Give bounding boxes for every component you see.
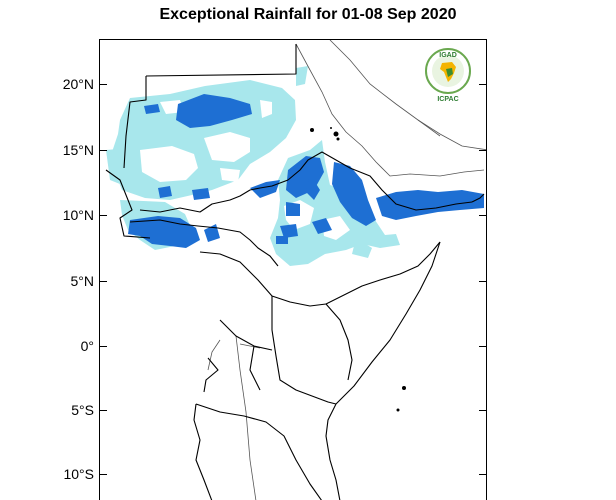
coastlines (207, 40, 486, 500)
lat-tick-5n (99, 281, 107, 282)
lat-tick-0 (99, 346, 107, 347)
map-title: Exceptional Rainfall for 01-08 Sep 2020 (159, 6, 457, 23)
lat-tick-10n-right (479, 215, 487, 216)
africa-map-icon (432, 55, 464, 87)
igad-logo: IGAD ICPAC (424, 48, 472, 103)
lat-tick-20n-right (479, 84, 487, 85)
lat-label-15n: 15°N (62, 142, 94, 158)
exceptional-rainfall-dark (128, 94, 484, 248)
map-frame (99, 39, 487, 500)
lat-label-5s: 5°S (71, 402, 94, 418)
icpac-label: ICPAC (437, 96, 459, 103)
map-canvas (105, 40, 486, 500)
lat-tick-5s-right (479, 410, 487, 411)
lat-tick-5n-right (479, 281, 487, 282)
lat-tick-20n (99, 84, 107, 85)
islands (310, 127, 406, 412)
lat-label-10n: 10°N (62, 207, 94, 223)
lat-tick-15n-right (479, 150, 487, 151)
lat-label-10s: 10°S (63, 466, 94, 482)
lat-tick-5s (99, 410, 107, 411)
lat-tick-0-right (479, 346, 487, 347)
lat-label-5n: 5°N (70, 273, 95, 289)
igad-badge: IGAD (425, 48, 471, 94)
lat-tick-15n (99, 150, 107, 151)
igad-badge-text: IGAD (439, 52, 457, 59)
lat-label-20n: 20°N (62, 76, 94, 92)
lat-label-0: 0° (80, 338, 94, 354)
lat-tick-10n (99, 215, 107, 216)
country-borders (105, 44, 485, 500)
lat-tick-10s (99, 474, 107, 475)
lat-tick-10s-right (479, 474, 487, 475)
